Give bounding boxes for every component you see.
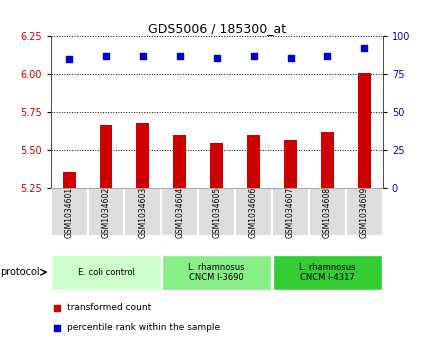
Text: L. rhamnosus
CNCM I-3690: L. rhamnosus CNCM I-3690	[188, 262, 245, 282]
Bar	[62, 172, 76, 188]
FancyBboxPatch shape	[161, 188, 198, 236]
Point	[213, 55, 220, 61]
FancyBboxPatch shape	[273, 255, 382, 290]
Point	[103, 53, 110, 59]
Point	[324, 53, 331, 59]
Point	[139, 53, 147, 59]
Point	[54, 325, 61, 330]
Text: L. rhamnosus
CNCM I-4317: L. rhamnosus CNCM I-4317	[299, 262, 356, 282]
Text: GSM1034604: GSM1034604	[175, 187, 184, 238]
Bar	[173, 135, 186, 188]
FancyBboxPatch shape	[162, 255, 271, 290]
FancyBboxPatch shape	[88, 188, 125, 236]
Bar	[136, 123, 149, 188]
Text: transformed count: transformed count	[67, 303, 151, 312]
Text: GSM1034602: GSM1034602	[102, 187, 110, 238]
Text: percentile rank within the sample: percentile rank within the sample	[67, 323, 220, 332]
Bar	[247, 135, 260, 188]
Point	[54, 305, 61, 311]
Point	[250, 53, 257, 59]
Text: E. coli control: E. coli control	[77, 268, 134, 277]
FancyBboxPatch shape	[309, 188, 346, 236]
Point	[66, 56, 73, 62]
Text: GSM1034601: GSM1034601	[65, 187, 73, 238]
Bar	[284, 140, 297, 188]
Point	[176, 53, 183, 59]
Text: GSM1034609: GSM1034609	[360, 187, 369, 238]
Text: GSM1034603: GSM1034603	[138, 187, 147, 238]
Text: GSM1034605: GSM1034605	[212, 187, 221, 238]
Bar	[99, 125, 113, 188]
Bar	[321, 132, 334, 188]
Bar	[210, 143, 223, 188]
Point	[287, 55, 294, 61]
Text: GSM1034606: GSM1034606	[249, 187, 258, 238]
FancyBboxPatch shape	[125, 188, 161, 236]
FancyBboxPatch shape	[346, 188, 383, 236]
FancyBboxPatch shape	[198, 188, 235, 236]
FancyBboxPatch shape	[51, 188, 88, 236]
Text: GSM1034607: GSM1034607	[286, 187, 295, 238]
FancyBboxPatch shape	[51, 255, 161, 290]
FancyBboxPatch shape	[235, 188, 272, 236]
Point	[361, 46, 368, 52]
Title: GDS5006 / 185300_at: GDS5006 / 185300_at	[148, 22, 286, 35]
FancyBboxPatch shape	[272, 188, 309, 236]
Text: GSM1034608: GSM1034608	[323, 187, 332, 238]
Text: protocol: protocol	[0, 267, 40, 277]
Bar	[358, 73, 371, 188]
